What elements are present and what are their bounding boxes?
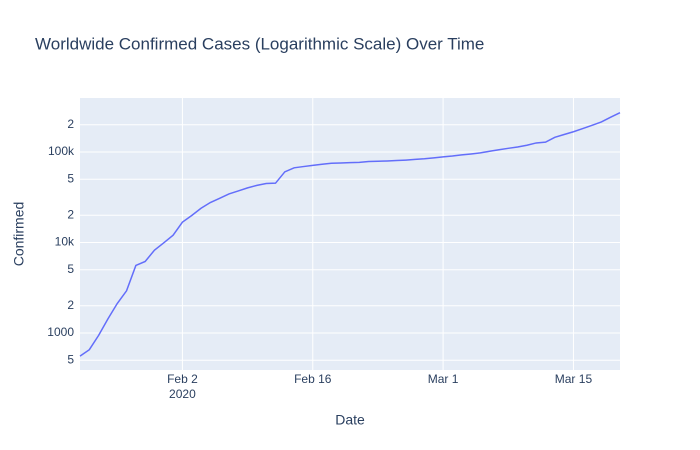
y-tick-label: 2 — [67, 298, 74, 312]
y-tick-label: 5 — [67, 171, 74, 185]
x-tick-label: Mar 15 — [555, 372, 593, 386]
x-year-label: 2020 — [169, 387, 196, 401]
y-axis-title: Confirmed — [11, 202, 27, 267]
chart-title: Worldwide Confirmed Cases (Logarithmic S… — [35, 34, 484, 53]
plot-area — [80, 98, 620, 370]
y-tick-label: 2 — [67, 207, 74, 221]
x-tick-label: Feb 16 — [294, 372, 332, 386]
y-tick-label: 5 — [67, 352, 74, 366]
y-tick-label: 100k — [48, 144, 75, 158]
y-tick-label: 5 — [67, 262, 74, 276]
y-tick-label: 10k — [55, 235, 75, 249]
y-tick-label: 2 — [67, 117, 74, 131]
x-tick-label: Feb 2 — [167, 372, 198, 386]
x-axis-title: Date — [335, 412, 365, 428]
y-tick-label: 1000 — [47, 325, 74, 339]
x-tick-label: Mar 1 — [428, 372, 459, 386]
data-line — [79, 111, 621, 357]
